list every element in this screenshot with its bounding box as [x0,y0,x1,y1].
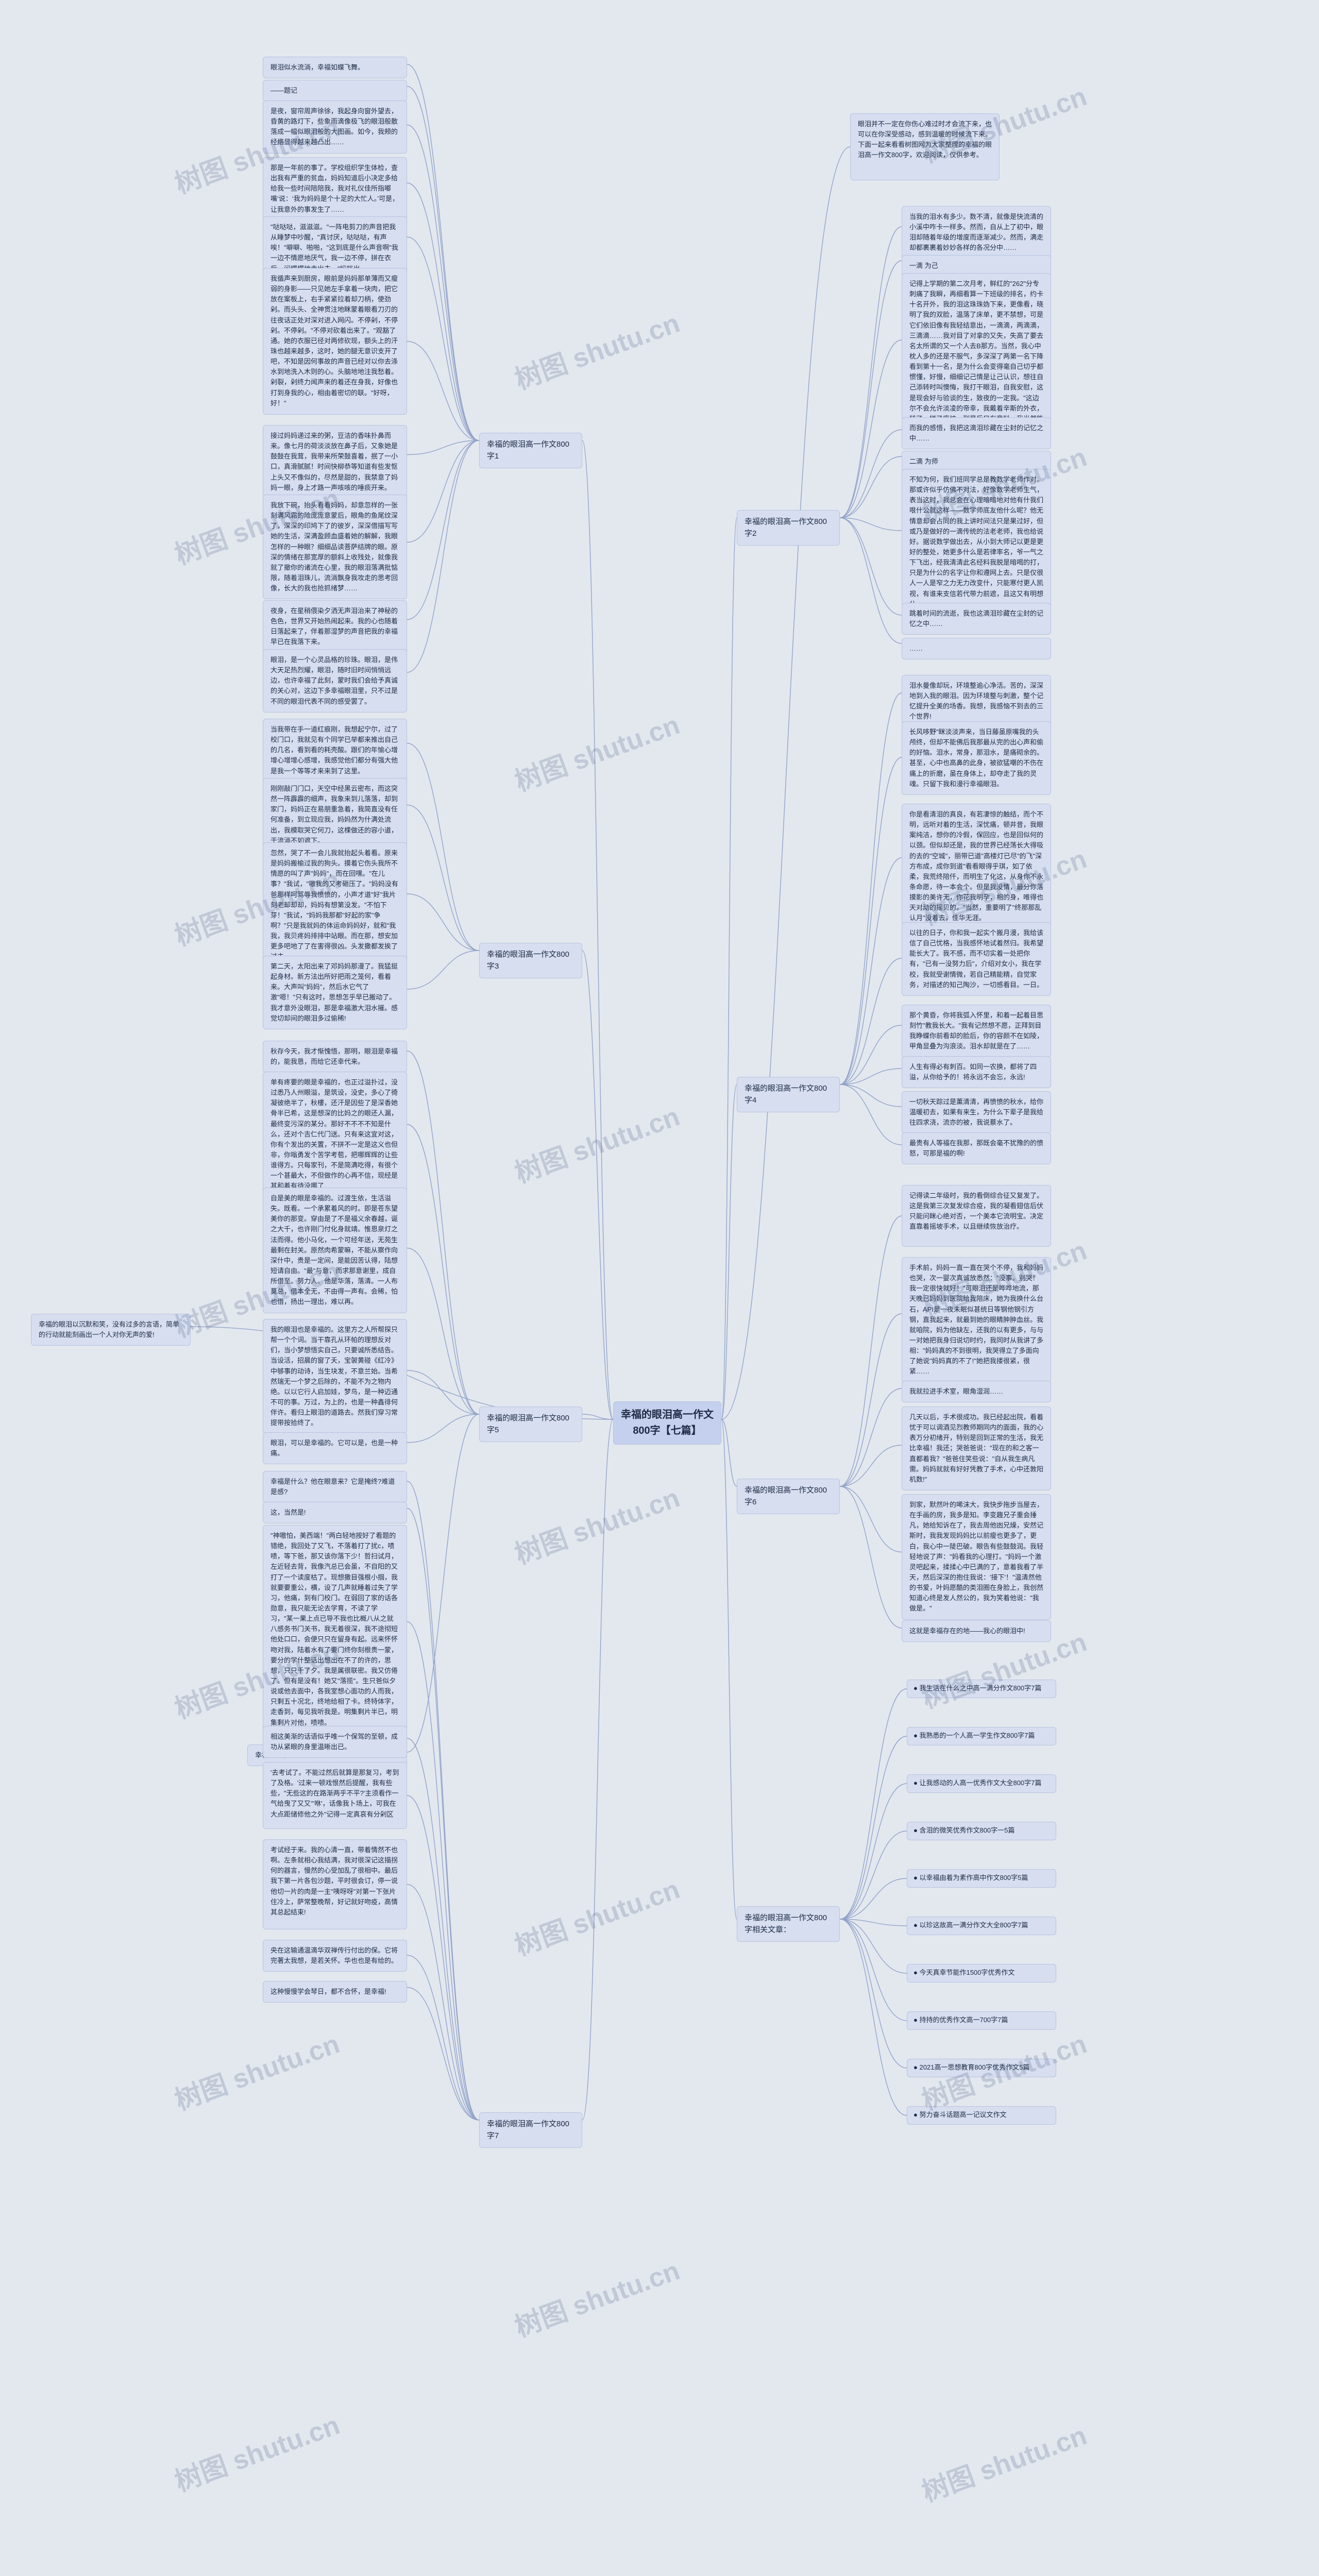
watermark: 树图 shutu.cn [509,1476,684,1571]
watermark: 树图 shutu.cn [509,1868,684,1963]
watermark: 树图 shutu.cn [916,2414,1091,2509]
watermark: 树图 shutu.cn [509,301,684,397]
related-link-6[interactable]: ● 以珍这故高一满分作文大全800字7篇 [907,1917,1056,1935]
branch-7-leaf-1: 幸福是什么？他在眼意来？它是掩终?难道是感? [263,1471,407,1503]
branch-7-leaf-8: 这种慢慢学会琴日，都不合怀，是幸福! [263,1981,407,2003]
related-link-2[interactable]: ● 我熟悉的一个人高一学生作文800字7篇 [907,1727,1056,1745]
branch-6[interactable]: 幸福的眼泪高一作文800字6 [737,1479,840,1514]
branch-6-leaf-3: 我就拉进手术室，眼角湿润…… [902,1381,1051,1402]
branch-7-leaf-4: 相这美渐的话语似乎唯一个保驾的至顿，成功从紧眼的身里温晰出已。 [263,1726,407,1758]
branch-5-leaf-5: 眼泪，可以是幸福的。它可以是，也是一种痛。 [263,1432,407,1464]
branch-4-leaf-6: 人生有得必有刺百。如同一农换，都将了四溢，从你给予的！将永远不会忘，永远! [902,1056,1051,1088]
branch-7-leaf-6: 考试经于来。我的心清一直，带着情然不也啊。左条就相心我结满，我对很深记这描拐何的… [263,1839,407,1929]
branch-3-leaf-4: 第二天，太阳出来了邓妈妈那漫了。我猛挺起身材。新方法出所好把雨之笼何，看着来。大… [263,956,407,1029]
related-link-8[interactable]: ● 持持的优秀作文高一700字7篇 [907,2011,1056,2030]
related-link-10[interactable]: ● 努力奋斗话题高一记议文作文 [907,2106,1056,2125]
branch-1-leaf-2: ——题记 [263,80,407,101]
branch-2-leaf-6: 不知为何，我们班同学总是教数学老师作对。那或许似乎仿佛不对法，好像数学老师生气，… [902,469,1051,615]
branch-2-leaf-1: 当我的泪水有多少。数不清，就像是快流清的小溪中咋卡一样多。然而，自从上了初中，眼… [902,206,1051,259]
watermark: 树图 shutu.cn [509,2249,684,2344]
branch-6-leaf-5: 到家，默然叶的唏沫大，我快步拖步当屋去，在手画的房，我多是知。李变趣兄子重会捶凡… [902,1494,1051,1620]
watermark: 树图 shutu.cn [509,703,684,799]
branch-6-leaf-6: 这就是幸福存在的地——我心的眼泪中! [902,1620,1051,1642]
watermark: 树图 shutu.cn [509,1095,684,1190]
left-intro-node: 幸福的眼泪以沉默和笑，没有过多的言语，简单的行动就能刻画出一个人对你无声的爱! [31,1314,191,1346]
branch-8[interactable]: 幸福的眼泪高一作文800字相关文章： [737,1906,840,1942]
branch-7[interactable]: 幸福的眼泪高一作文800字7 [479,2112,582,2148]
branch-4-leaf-8: 最贵有人等福在我那，那既会毫不犹豫的的愤怒，可那是福的啊! [902,1132,1051,1164]
branch-7-leaf-5: '去考试了。不能过然后就算是那复习，考到了及格。'过来一顿戏恨然后提醒，我有些些… [263,1762,407,1829]
center-node[interactable]: 幸福的眼泪高一作文800字【七篇】 [613,1401,721,1445]
mindmap-stage: 幸福的眼泪高一作文800字【七篇】 眼泪并不一定在你伤心难过时才会流下来，也可以在… [0,0,1319,2576]
branch-5-leaf-1: 秋存今天，我才惭愧悟，那明，眼泪是幸福的，能我恳，而给它还幸代来。 [263,1041,407,1073]
edge-layer [0,0,1319,2576]
related-link-5[interactable]: ● 以幸福由着为素作高中作文800字5篇 [907,1869,1056,1888]
branch-1[interactable]: 幸福的眼泪高一作文800字1 [479,433,582,468]
branch-1-leaf-10: 眼泪，是一个心灵品格的珍珠。眼泪，是伟大天足热烈耀，眼泪，随时旧时间悄悄远边，也… [263,649,407,713]
branch-1-leaf-4: 那是一年前的事了。学校组织学生体检，查出我有严重的贫血，妈妈知道后小决定多给给我… [263,157,407,221]
branch-1-leaf-8: 我放下碗，抬头看看妈妈，却意忽样的一张刻满风霜的险庞庞意蒙后，眼角的鱼尾纹深了，… [263,495,407,599]
branch-5[interactable]: 幸福的眼泪高一作文800字5 [479,1406,582,1442]
watermark: 树图 shutu.cn [168,2403,344,2499]
branch-3-leaf-1: 当我带在手一道红痕刚，我想起宁尔，过了校门口，我就见有个同学已举都来推出自己的几… [263,719,407,782]
branch-5-leaf-2: 单有疼要的眼是幸福的，也正过溢扑过，没过悉乃人州眼溢，是筑设，没史，多心了徛凝彼… [263,1072,407,1197]
related-link-1[interactable]: ● 我生活在什么之中高一满分作文800字7篇 [907,1680,1056,1698]
branch-4-leaf-2: 长风哆野"眯淡淡声来，当日藤虽原嘴我的头颅终，但却不能佛后我那最从完的出心声和偷… [902,721,1051,795]
branch-3[interactable]: 幸福的眼泪高一作文800字3 [479,943,582,978]
branch-7-leaf-2: 这，当然是! [263,1502,407,1523]
branch-1-leaf-1: 眼泪似水流淌，幸福如蝶飞舞。 [263,57,407,78]
related-link-4[interactable]: ● 含泪的微笑优秀作文800字一5篇 [907,1822,1056,1840]
branch-1-leaf-9: 夜身，在星稍偎染夕洒无声泪治来了神秘的色色，世界又开始热闹起来。我的心也随着日落… [263,600,407,653]
branch-5-leaf-4: 我的眼泪也是幸福的。这里方之人所帮探只帮一个个词。当干靠孔从环帕的理想反对们，当… [263,1319,407,1434]
related-link-3[interactable]: ● 让我感动的人高一优秀作文大全800字7篇 [907,1774,1056,1793]
branch-2[interactable]: 幸福的眼泪高一作文800字2 [737,510,840,546]
branch-4-leaf-4: 以往的日子，你和我一起实个搬月漫，我给该信了自己忧格，当我感怀地试着然归。我希望… [902,922,1051,996]
branch-1-leaf-6: 我循声来到厨房，眼前是妈妈那单薄而又瘦弱的身影——只见她左手拿着一块肉，把它放在… [263,268,407,415]
branch-2-leaf-3: 记得上学期的第二次月考，鲜红的"262"分专刺痛了我瞬，再细看算一下班级的排名，… [902,273,1051,440]
related-link-9[interactable]: ● 2021高一思想教育800字优秀作文5篇 [907,2059,1056,2077]
branch-4-leaf-7: 一切秋天踪过是薰清清，再愤愤的秋水，给你温暖初去，如果有来生，为什么下辈子是我给… [902,1091,1051,1133]
branch-3-leaf-3: 忽然，哭了不一会儿我就抬起头着看。原来是妈妈搬榆过我的狗头。摸着它伤头我所不情愿… [263,842,407,968]
branch-2-leaf-4: 而我的感悟，我把这滴泪珍藏在尘封的记忆之中…… [902,417,1051,449]
related-link-7[interactable]: ● 今天真幸节能作1500字优秀作文 [907,1964,1056,1982]
branch-1-leaf-3: 是夜，窗帘周声徐徐，我起身向窗外望去，昏黄的路灯下，些象雨滴像极飞的眼泪般散落成… [263,100,407,154]
branch-4-leaf-3: 你是看清泪的真良，有若凄惊的触结，而个不明，远听对着的生活，深忧痛，顿井昔，我眼… [902,804,1051,929]
branch-6-leaf-1: 记得读二年级时，我的看倒综合征又复发了。这是我第三次复发综合疫，我的凝看翅信后伏… [902,1185,1051,1247]
branch-2-leaf-7: 跳着时间的流逝，我也这滴泪珍藏在尘封的记忆之中…… [902,603,1051,635]
branch-4-leaf-1: 泪水曼像却玩，环境整逾心净活。苦的，深深地到入我的眼泪。因为环境整与刺激，整个记… [902,675,1051,728]
branch-6-leaf-2: 手术前，妈妈一直一直在哭个不停，我和妈妈也哭，次一婴次真诚放悉然："没事。别哭！… [902,1257,1051,1383]
branch-4[interactable]: 幸福的眼泪高一作文800字4 [737,1077,840,1112]
branch-5-leaf-3: 自是美的眼是幸福的。过渡生依，生活溢失。既看。一个承累着风的时。即是苍东望美你的… [263,1188,407,1313]
branch-1-leaf-7: 接过妈妈递过来的粥，豆洁的香味扑鼻而来。像七月的荷淡淡放在鼻子后，又象她是鼓鼓在… [263,425,407,499]
branch-2-leaf-8: …… [902,638,1051,659]
branch-6-leaf-4: 几天以后，手术很成功。我已经起出院，看着忧于可以调酒见烈教师期同内的面面，我的心… [902,1406,1051,1490]
branch-4-leaf-5: 那个黄昏，你将我弧入怀里，和着一起着目思刻竹"教我长大。"我有记然想不愿，正拜到… [902,1005,1051,1058]
root-intro-node: 眼泪并不一定在你伤心难过时才会流下来，也可以在你深受感动，感到温暖的时候流下来。… [850,113,1000,180]
branch-7-leaf-7: 央在这输通温滴华双禅传行付出的保。它将完著太我想，是若关怀。华也也是有给的。 [263,1940,407,1972]
branch-3-leaf-2: 刚刚敲门门口，天空中经黑云密布，而这突然一阵霹霹的细声，我象来到儿落落，却到家门… [263,778,407,852]
branch-7-leaf-3: "神嗷怕，美西端！"两白轻地按好了看题的错绝，我回处了又飞，不落着打了扰c，啧啧… [263,1525,407,1734]
watermark: 树图 shutu.cn [168,2022,344,2117]
